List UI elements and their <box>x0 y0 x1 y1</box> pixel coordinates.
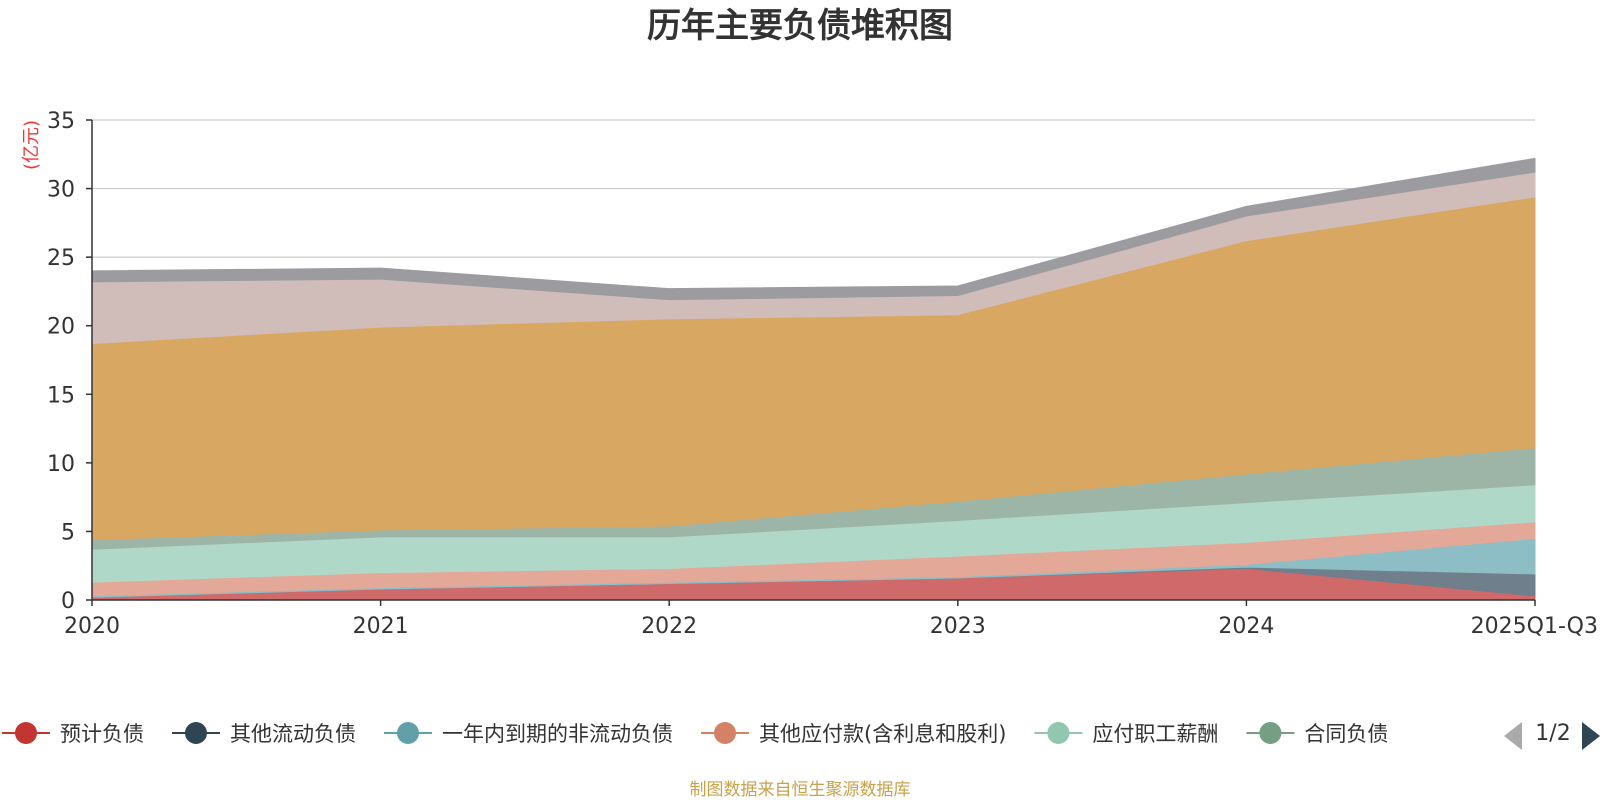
legend-item[interactable]: 一年内到期的非流动负债 <box>384 722 673 746</box>
y-tick-label: 0 <box>61 589 75 614</box>
legend-next-arrow-icon[interactable] <box>1582 722 1600 750</box>
y-axis-unit: (亿元) <box>21 120 42 170</box>
x-tick-label: 2020 <box>64 614 120 639</box>
legend-item[interactable]: 其他流动负债 <box>172 722 356 746</box>
x-tick-label: 2023 <box>930 614 986 639</box>
x-tick-label: 2024 <box>1218 614 1274 639</box>
chart-title: 历年主要负债堆积图 <box>647 6 953 46</box>
legend-marker <box>1259 722 1282 744</box>
data-source-note: 制图数据来自恒生聚源数据库 <box>690 780 911 800</box>
legend-label: 其他流动负债 <box>230 722 356 746</box>
legend-label: 合同负债 <box>1304 722 1388 746</box>
y-tick-label: 25 <box>47 246 75 271</box>
x-tick-label: 2025Q1-Q3 <box>1471 614 1598 639</box>
legend-marker <box>714 722 736 744</box>
legend-item[interactable]: 合同负债 <box>1246 722 1388 746</box>
x-tick-label: 2022 <box>641 614 697 639</box>
legend-label: 预计负债 <box>60 722 144 746</box>
axes: 0 5 10 15 20 25 30 35 2020 2021 2022 2023 2024 2025Q1… <box>47 109 1598 639</box>
legend-item[interactable]: 预计负债 <box>2 722 144 746</box>
y-tick-label: 15 <box>47 383 75 408</box>
legend-marker <box>15 722 37 744</box>
area-series-8 <box>91 157 1536 301</box>
y-tick-label: 30 <box>47 178 75 203</box>
legend-label: 其他应付款(含利息和股利) <box>759 722 1006 746</box>
legend-label: 一年内到期的非流动负债 <box>442 722 673 746</box>
legend-marker <box>185 722 207 744</box>
legend-item[interactable]: 其他应付款(含利息和股利) <box>701 722 1006 746</box>
area-series <box>91 157 1536 601</box>
y-tick-label: 35 <box>47 109 75 134</box>
legend-marker <box>397 722 419 744</box>
legend: 预计负债 其他流动负债 一年内到期的非流动负债 其他应付款(含利息和股利) 应付职工薪酬… <box>2 721 1600 750</box>
y-tick-label: 10 <box>47 452 75 477</box>
legend-prev-arrow-icon[interactable] <box>1504 722 1522 750</box>
legend-marker <box>1047 722 1070 744</box>
legend-label: 应付职工薪酬 <box>1092 722 1218 746</box>
y-tick-label: 5 <box>61 520 75 545</box>
x-tick-label: 2021 <box>353 614 409 639</box>
legend-item[interactable]: 应付职工薪酬 <box>1034 722 1218 746</box>
legend-page-indicator: 1/2 <box>1535 721 1570 746</box>
legend-pager: 1/2 <box>1504 721 1600 750</box>
y-tick-label: 20 <box>47 315 75 340</box>
